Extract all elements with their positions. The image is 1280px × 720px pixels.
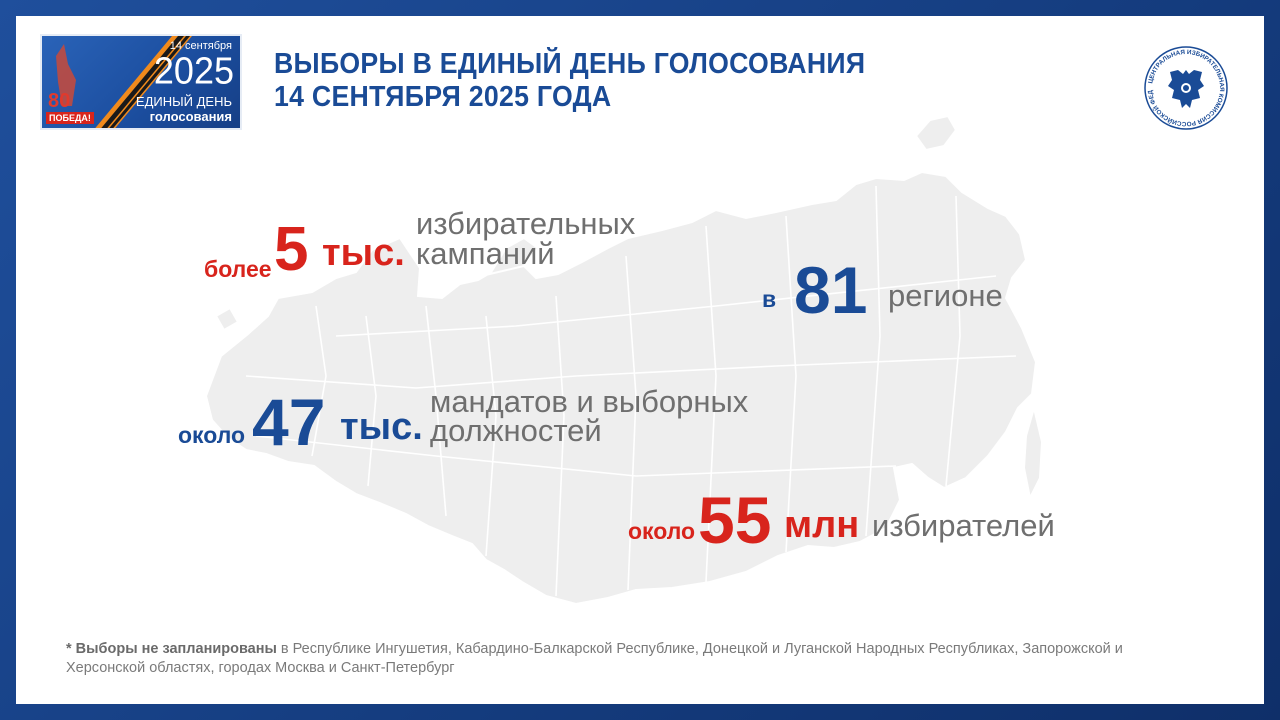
stat-campaigns-unit: тыс. — [322, 232, 405, 274]
badge-line1: ЕДИНЫЙ ДЕНЬ — [135, 94, 232, 109]
stat-mandates-desc-line2: должностей — [430, 413, 602, 448]
russia-map-image — [204, 114, 1044, 606]
badge-date: 14 сентября — [169, 40, 232, 52]
badge-victory-number: 80 — [48, 90, 71, 112]
page-title: ВЫБОРЫ В ЕДИНЫЙ ДЕНЬ ГОЛОСОВАНИЯ 14 СЕНТ… — [274, 48, 865, 114]
stat-voters-desc: избирателей — [872, 508, 1055, 543]
badge-victory-label: ПОБЕДА! — [46, 112, 94, 124]
stat-regions-number: 81 — [794, 253, 868, 327]
stat-voters-number: 55 — [698, 483, 772, 557]
stat-mandates-unit: тыс. — [340, 406, 423, 448]
stat-campaigns-desc-line1: избирательных — [416, 206, 636, 241]
st-george-ribbon-icon — [56, 36, 192, 128]
stat-campaigns-desc-line2: кампаний — [416, 236, 555, 271]
title-line2: 14 СЕНТЯБРЯ 2025 ГОДА — [274, 81, 612, 113]
stat-mandates-desc-line1: мандатов и выборных — [430, 384, 749, 419]
stat-campaigns-number: 5 — [274, 215, 309, 284]
stat-campaigns-prefix: более — [204, 256, 272, 282]
stat-mandates-number: 47 — [252, 385, 326, 459]
stat-voters-prefix: около — [628, 518, 696, 544]
badge-line2: голосования — [149, 109, 232, 124]
stat-regions-prefix: в — [762, 286, 777, 312]
badge-year: 2025 — [153, 48, 234, 92]
stat-regions-desc: регионе — [888, 278, 1003, 313]
footnote: * Выборы не запланированы в Республике И… — [66, 640, 1186, 678]
footnote-text: в Республике Ингушетия, Кабардино-Балкар… — [66, 641, 1123, 676]
election-day-badge: 14 сентября 2025 ЕДИНЫЙ ДЕНЬ голосования… — [40, 34, 242, 130]
stat-mandates-prefix: около — [178, 422, 246, 448]
stat-voters-unit: млн — [784, 504, 860, 546]
cik-emblem-icon: ЦЕНТРАЛЬНАЯ ИЗБИРАТЕЛЬНАЯ КОМИССИЯ РОССИ… — [1144, 46, 1228, 130]
title-line1: ВЫБОРЫ В ЕДИНЫЙ ДЕНЬ ГОЛОСОВАНИЯ — [274, 48, 866, 80]
footnote-bold: * Выборы не запланированы — [66, 641, 277, 657]
slide-card: 14 сентября 2025 ЕДИНЫЙ ДЕНЬ голосования… — [16, 16, 1264, 704]
